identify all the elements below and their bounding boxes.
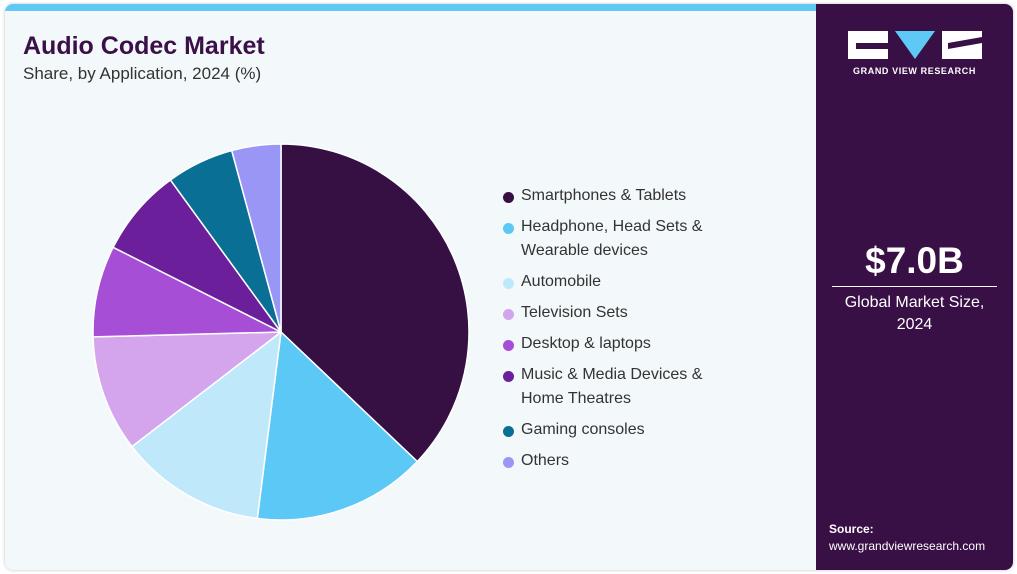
- legend-label-6: Gaming consoles: [521, 421, 645, 438]
- source-heading: Source:: [829, 522, 874, 536]
- gvr-logo-icon: [848, 31, 982, 59]
- legend-swatch-5: [503, 371, 514, 382]
- legend-item-0: Smartphones & Tablets: [501, 184, 801, 208]
- pie-chart: [92, 143, 470, 521]
- accent-bar: [5, 4, 816, 11]
- chart-title: Audio Codec Market: [23, 32, 265, 60]
- legend-swatch-6: [503, 426, 514, 437]
- legend-item-4: Desktop & laptops: [501, 332, 801, 356]
- legend-item-2: Automobile: [501, 270, 801, 294]
- divider: [832, 286, 997, 287]
- chart-subtitle: Share, by Application, 2024 (%): [23, 64, 262, 83]
- legend-swatch-3: [503, 309, 514, 320]
- pie-slice-4: [92, 246, 282, 338]
- legend-item-5: Music & Media Devices & Home Theatres: [501, 363, 801, 411]
- pie-slice-1: [256, 331, 419, 521]
- legend-label-5: Music & Media Devices & Home Theatres: [521, 366, 703, 407]
- legend-swatch-7: [503, 457, 514, 468]
- pie-slice-7: [230, 143, 282, 333]
- market-size-value: $7.0B: [865, 240, 964, 281]
- pie-slice-3: [92, 331, 282, 448]
- legend-label-7: Others: [521, 452, 570, 469]
- pie-slice-2: [131, 331, 282, 520]
- legend-swatch-4: [503, 340, 514, 351]
- market-size-label: Global Market Size, 2024: [844, 294, 985, 333]
- legend-swatch-2: [503, 278, 514, 289]
- sidebar-panel: GRAND VIEW RESEARCH $7.0B Global Market …: [816, 4, 1013, 570]
- legend-item-1: Headphone, Head Sets & Wearable devices: [501, 215, 801, 263]
- legend-swatch-0: [503, 192, 514, 203]
- legend-label-0: Smartphones & Tablets: [521, 187, 687, 204]
- chart-legend: Smartphones & Tablets Headphone, Head Set…: [501, 184, 801, 480]
- legend-item-6: Gaming consoles: [501, 418, 801, 442]
- legend-label-3: Television Sets: [521, 304, 628, 321]
- legend-item-3: Television Sets: [501, 301, 801, 325]
- legend-swatch-1: [503, 223, 514, 234]
- infographic-card: Audio Codec Market Share, by Application…: [5, 4, 1013, 570]
- brand-name: GRAND VIEW RESEARCH: [853, 66, 976, 76]
- pie-slice-0: [280, 143, 470, 463]
- source-link[interactable]: www.grandviewresearch.com: [829, 539, 986, 553]
- legend-item-7: Others: [501, 449, 801, 473]
- legend-label-1: Headphone, Head Sets & Wearable devices: [521, 218, 703, 259]
- legend-label-2: Automobile: [521, 273, 602, 290]
- legend-label-4: Desktop & laptops: [521, 335, 651, 352]
